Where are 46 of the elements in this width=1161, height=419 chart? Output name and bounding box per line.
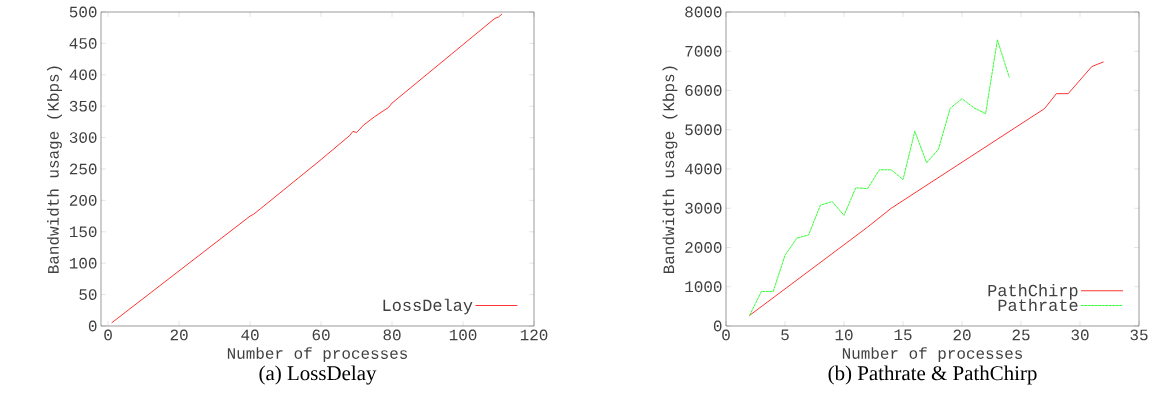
y-axis-title: Bandwidth usage (Kbps) bbox=[662, 66, 678, 273]
x-tick-label: 20 bbox=[170, 329, 188, 341]
line-series bbox=[111, 13, 503, 324]
x-tick-label: 35 bbox=[1130, 329, 1148, 341]
y-tick-label: 3000 bbox=[685, 202, 722, 214]
text: (a) LossDelay bbox=[259, 365, 377, 385]
y-tick-label: 0 bbox=[713, 320, 722, 332]
x-tick-label: 10 bbox=[835, 329, 853, 341]
x-tick-label: 20 bbox=[953, 329, 971, 341]
x-tick-label: 5 bbox=[781, 329, 789, 341]
x-tick-label: 40 bbox=[241, 329, 259, 341]
y-tick-label: 200 bbox=[69, 195, 97, 206]
legend-label: PathChirp bbox=[988, 283, 1078, 300]
x-axis-title: Number of processes bbox=[842, 347, 1023, 363]
x-tick-label: 60 bbox=[312, 329, 330, 341]
x-tick-label: 100 bbox=[449, 329, 477, 341]
line-series bbox=[749, 61, 1105, 316]
y-tick-label: 450 bbox=[69, 38, 97, 49]
y-tick-label: 2000 bbox=[685, 242, 722, 253]
x-tick-label: 120 bbox=[520, 329, 548, 341]
y-tick-label: 6000 bbox=[685, 85, 722, 96]
legend-label: LossDelay bbox=[383, 298, 473, 315]
x-tick-label: 0 bbox=[104, 329, 112, 341]
x-tick-label: 15 bbox=[894, 329, 912, 341]
y-tick-label: 150 bbox=[69, 226, 97, 238]
x-tick-label: 0 bbox=[722, 329, 730, 341]
text: (b) Pathrate & PathChirp bbox=[828, 365, 1037, 385]
y-tick-label: 1000 bbox=[685, 281, 722, 293]
y-tick-label: 300 bbox=[69, 132, 97, 144]
x-axis-title: Number of processes bbox=[227, 347, 408, 363]
y-tick-label: 7000 bbox=[685, 45, 722, 57]
legend-label: Pathrate bbox=[998, 298, 1078, 312]
y-tick-label: 100 bbox=[69, 257, 97, 269]
x-tick-label: 25 bbox=[1012, 329, 1030, 341]
y-tick-label: 50 bbox=[79, 289, 97, 301]
y-tick-label: 350 bbox=[69, 100, 97, 112]
y-tick-label: 250 bbox=[69, 163, 97, 175]
y-tick-label: 0 bbox=[88, 320, 97, 332]
x-tick-label: 30 bbox=[1071, 329, 1089, 341]
x-tick-label: 80 bbox=[383, 329, 401, 341]
y-tick-label: 8000 bbox=[685, 6, 722, 18]
y-tick-label: 5000 bbox=[685, 124, 722, 136]
y-tick-label: 4000 bbox=[685, 163, 722, 175]
y-axis-title: Bandwidth usage (Kbps) bbox=[47, 66, 62, 273]
y-tick-label: 400 bbox=[69, 69, 97, 81]
y-tick-label: 500 bbox=[69, 6, 97, 18]
